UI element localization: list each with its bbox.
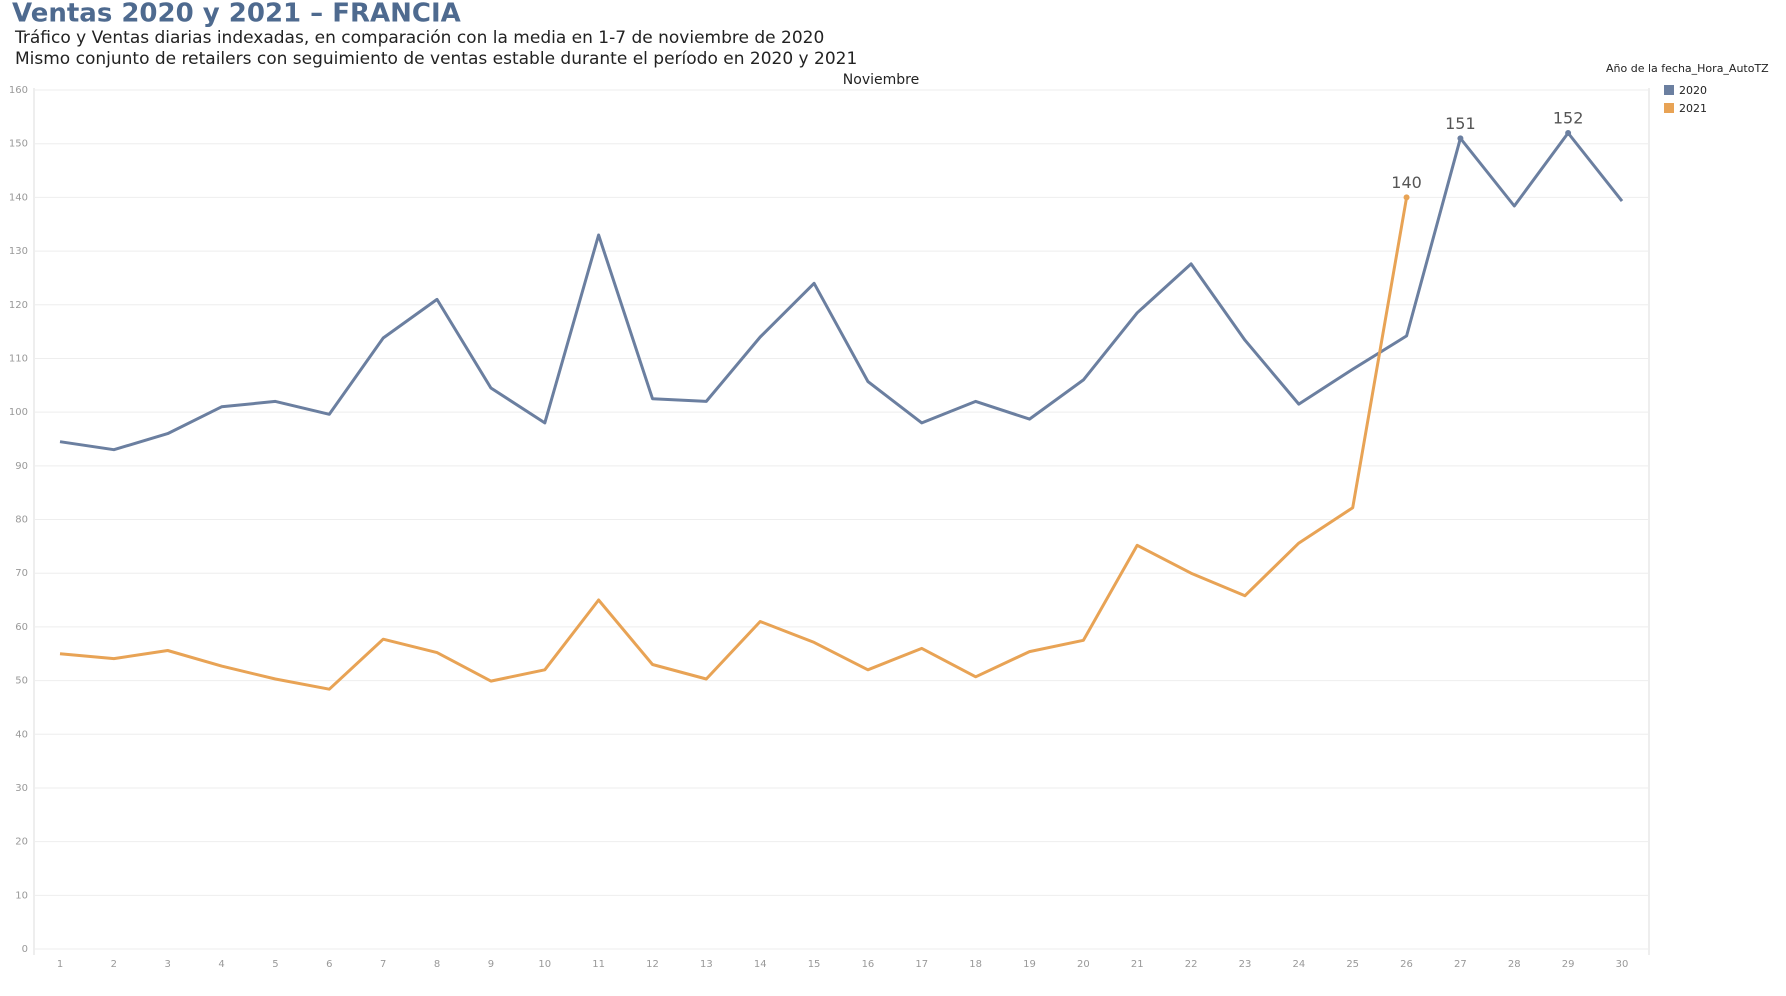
y-tick-label: 120 bbox=[9, 300, 28, 311]
y-tick-label: 20 bbox=[15, 837, 28, 848]
legend-swatch bbox=[1664, 103, 1674, 113]
x-tick-label: 15 bbox=[808, 959, 821, 970]
x-tick-label: 11 bbox=[592, 959, 605, 970]
x-tick-label: 13 bbox=[700, 959, 713, 970]
x-tick-label: 9 bbox=[488, 959, 494, 970]
x-tick-label: 8 bbox=[434, 959, 440, 970]
line-series bbox=[59, 197, 1409, 691]
x-tick-label: 6 bbox=[326, 959, 332, 970]
y-tick-label: 50 bbox=[15, 676, 28, 687]
legend-title: Año de la fecha_Hora_AutoTZ bbox=[1606, 62, 1769, 75]
data-label: 151 bbox=[1445, 114, 1476, 133]
data-label: 140 bbox=[1391, 173, 1422, 192]
x-tick-label: 26 bbox=[1400, 959, 1413, 970]
y-tick-label: 90 bbox=[15, 461, 28, 472]
y-tick-label: 30 bbox=[15, 783, 28, 794]
x-tick-label: 22 bbox=[1185, 959, 1198, 970]
x-tick-label: 21 bbox=[1131, 959, 1144, 970]
y-tick-label: 60 bbox=[15, 622, 28, 633]
legend-label: 2021 bbox=[1679, 102, 1707, 115]
x-tick-label: 20 bbox=[1077, 959, 1090, 970]
x-tick-label: 14 bbox=[754, 959, 767, 970]
point bbox=[1457, 135, 1464, 142]
x-tick-label: 18 bbox=[969, 959, 982, 970]
y-tick-label: 110 bbox=[9, 353, 28, 364]
x-tick-label: 2 bbox=[111, 959, 117, 970]
y-tick-label: 160 bbox=[9, 85, 28, 96]
x-tick-label: 12 bbox=[646, 959, 659, 970]
x-tick-label: 10 bbox=[538, 959, 551, 970]
point bbox=[1565, 129, 1572, 136]
y-tick-label: 80 bbox=[15, 515, 28, 526]
y-tick-label: 150 bbox=[9, 139, 28, 150]
legend-swatch bbox=[1664, 85, 1674, 95]
x-tick-label: 30 bbox=[1616, 959, 1629, 970]
x-tick-label: 24 bbox=[1292, 959, 1305, 970]
x-tick-label: 3 bbox=[165, 959, 171, 970]
x-tick-label: 16 bbox=[862, 959, 875, 970]
x-tick-label: 4 bbox=[218, 959, 224, 970]
point bbox=[1403, 194, 1410, 201]
x-tick-label: 5 bbox=[272, 959, 278, 970]
x-tick-label: 27 bbox=[1454, 959, 1467, 970]
y-tick-label: 70 bbox=[15, 568, 28, 579]
y-tick-label: 140 bbox=[9, 192, 28, 203]
x-axis-label: Noviembre bbox=[843, 72, 919, 88]
x-tick-label: 1 bbox=[57, 959, 63, 970]
x-tick-label: 23 bbox=[1239, 959, 1252, 970]
y-tick-label: 0 bbox=[22, 944, 28, 955]
subtitle: Tráfico y Ventas diarias indexadas, en c… bbox=[14, 28, 824, 48]
x-tick-label: 28 bbox=[1508, 959, 1521, 970]
legend-label: 2020 bbox=[1679, 84, 1707, 97]
y-tick-label: 10 bbox=[15, 890, 28, 901]
x-tick-label: 17 bbox=[915, 959, 928, 970]
y-tick-label: 100 bbox=[9, 407, 28, 418]
x-tick-label: 25 bbox=[1346, 959, 1359, 970]
y-tick-label: 40 bbox=[15, 729, 28, 740]
subtitle: Mismo conjunto de retailers con seguimie… bbox=[15, 49, 857, 69]
chart-title: Ventas 2020 y 2021 – FRANCIA bbox=[12, 0, 461, 29]
x-tick-label: 29 bbox=[1562, 959, 1575, 970]
x-tick-label: 19 bbox=[1023, 959, 1036, 970]
x-tick-label: 7 bbox=[380, 959, 386, 970]
line-series bbox=[59, 131, 1624, 452]
y-tick-label: 130 bbox=[9, 246, 28, 257]
data-label: 152 bbox=[1553, 108, 1584, 127]
